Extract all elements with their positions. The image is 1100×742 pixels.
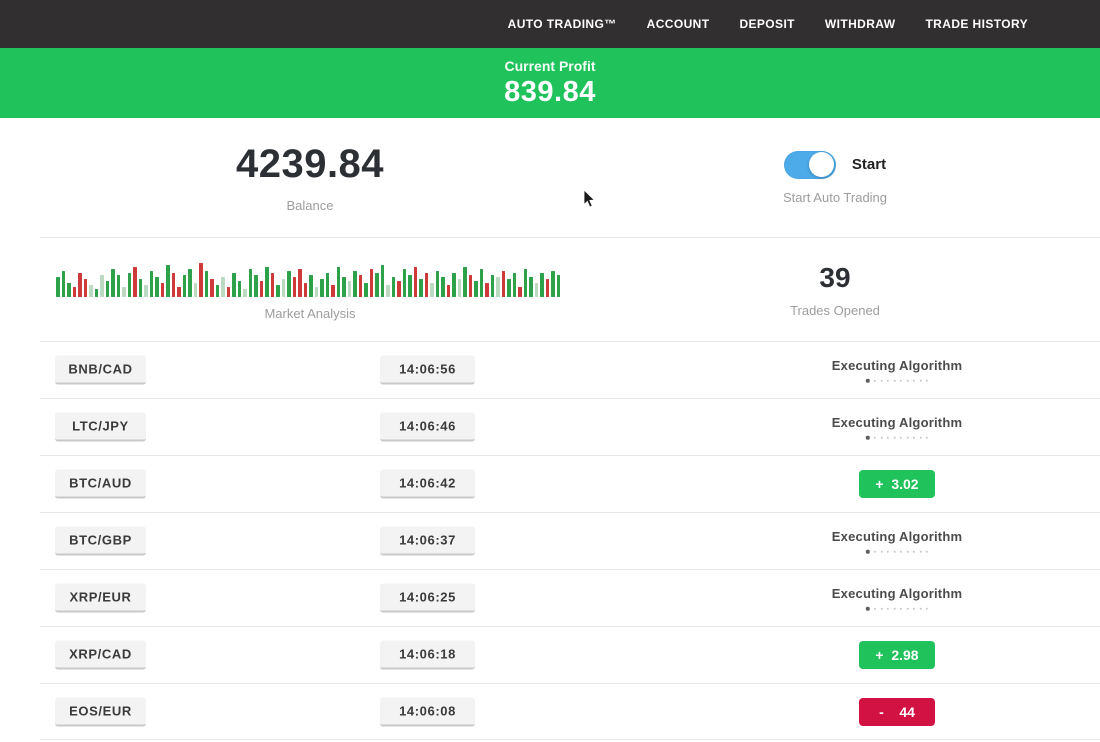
trade-row: XRP/EUR 14:06:25 Executing Algorithm — [40, 569, 1100, 626]
top-navbar: AUTO TRADING™ ACCOUNT DEPOSIT WITHDRAW T… — [0, 0, 1100, 48]
trade-status: Executing Algorithm — [832, 586, 962, 611]
nav-item-account[interactable]: ACCOUNT — [646, 17, 710, 31]
market-analysis-label: Market Analysis — [264, 305, 356, 321]
trade-status: Executing Algorithm — [832, 529, 962, 554]
progress-dots — [832, 378, 962, 383]
pair-badge[interactable]: XRP/EUR — [55, 583, 146, 613]
time-badge[interactable]: 14:06:08 — [380, 697, 475, 726]
progress-dots — [832, 606, 962, 611]
trade-status: Executing Algorithm — [832, 358, 962, 383]
pair-badge[interactable]: XRP/CAD — [55, 640, 146, 670]
current-profit-value: 839.84 — [504, 75, 596, 108]
executing-label: Executing Algorithm — [831, 357, 963, 373]
trade-row: LTC/JPY 14:06:46 Executing Algorithm — [40, 398, 1100, 455]
trade-status: Executing Algorithm — [832, 415, 962, 440]
auto-trading-toggle[interactable] — [783, 150, 836, 179]
trades-opened-label: Trades Opened — [790, 302, 880, 318]
pair-badge[interactable]: BNB/CAD — [55, 355, 146, 385]
trade-row: BNB/CAD 14:06:56 Executing Algorithm — [40, 341, 1100, 398]
time-badge[interactable]: 14:06:18 — [380, 640, 475, 670]
time-badge[interactable]: 14:06:56 — [380, 355, 475, 385]
balance-block: 4239.84 Balance — [0, 118, 620, 237]
trade-row: BTC/GBP 14:06:37 Executing Algorithm — [40, 512, 1100, 569]
market-analysis-block: Market Analysis — [0, 238, 620, 341]
nav-item-deposit[interactable]: DEPOSIT — [739, 17, 795, 31]
trade-row: BTC/AUD 14:06:42 + 3.02 — [40, 455, 1100, 512]
progress-dots — [832, 549, 962, 554]
time-badge[interactable]: 14:06:37 — [380, 526, 475, 556]
trade-status: - 44 — [859, 697, 935, 726]
trade-status: + 2.98 — [859, 641, 935, 669]
trades-opened-block: 39 Trades Opened — [620, 238, 1100, 341]
executing-label: Executing Algorithm — [831, 585, 963, 601]
trades-list: BNB/CAD 14:06:56 Executing Algorithm LTC… — [0, 341, 1100, 740]
trades-opened-value: 39 — [819, 261, 851, 293]
current-profit-banner: Current Profit 839.84 — [0, 48, 1100, 118]
progress-dots — [832, 435, 962, 440]
executing-label: Executing Algorithm — [831, 528, 963, 544]
market-analysis-chart — [56, 259, 564, 297]
nav-item-auto-trading[interactable]: AUTO TRADING™ — [507, 17, 617, 31]
time-badge[interactable]: 14:06:25 — [380, 583, 475, 613]
time-badge[interactable]: 14:06:42 — [380, 469, 475, 499]
profit-badge: + 3.02 — [859, 470, 935, 498]
section-divider — [40, 237, 1100, 238]
pair-badge[interactable]: BTC/GBP — [55, 526, 146, 556]
current-profit-label: Current Profit — [504, 57, 596, 74]
trade-row: XRP/CAD 14:06:18 + 2.98 — [40, 626, 1100, 683]
pair-badge[interactable]: LTC/JPY — [55, 412, 146, 442]
auto-trading-block: Start Start Auto Trading — [620, 118, 1100, 237]
profit-badge: + 2.98 — [859, 641, 935, 669]
balance-section: 4239.84 Balance Start Start Auto Trading — [0, 118, 1100, 237]
loss-badge: - 44 — [859, 697, 935, 726]
toggle-knob-icon — [809, 152, 835, 177]
pair-badge[interactable]: BTC/AUD — [55, 469, 146, 499]
executing-label: Executing Algorithm — [831, 414, 963, 430]
nav-item-trade-history[interactable]: TRADE HISTORY — [925, 17, 1028, 31]
auto-trading-label: Start Auto Trading — [782, 189, 888, 205]
balance-value: 4239.84 — [235, 142, 385, 186]
market-section: Market Analysis 39 Trades Opened — [0, 238, 1100, 341]
nav-item-withdraw[interactable]: WITHDRAW — [824, 17, 896, 31]
trade-row: EOS/EUR 14:06:08 - 44 — [40, 683, 1100, 740]
toggle-label: Start — [851, 156, 887, 173]
pair-badge[interactable]: EOS/EUR — [55, 697, 146, 726]
trade-status: + 3.02 — [859, 470, 935, 498]
balance-label: Balance — [286, 198, 334, 213]
time-badge[interactable]: 14:06:46 — [380, 412, 475, 442]
